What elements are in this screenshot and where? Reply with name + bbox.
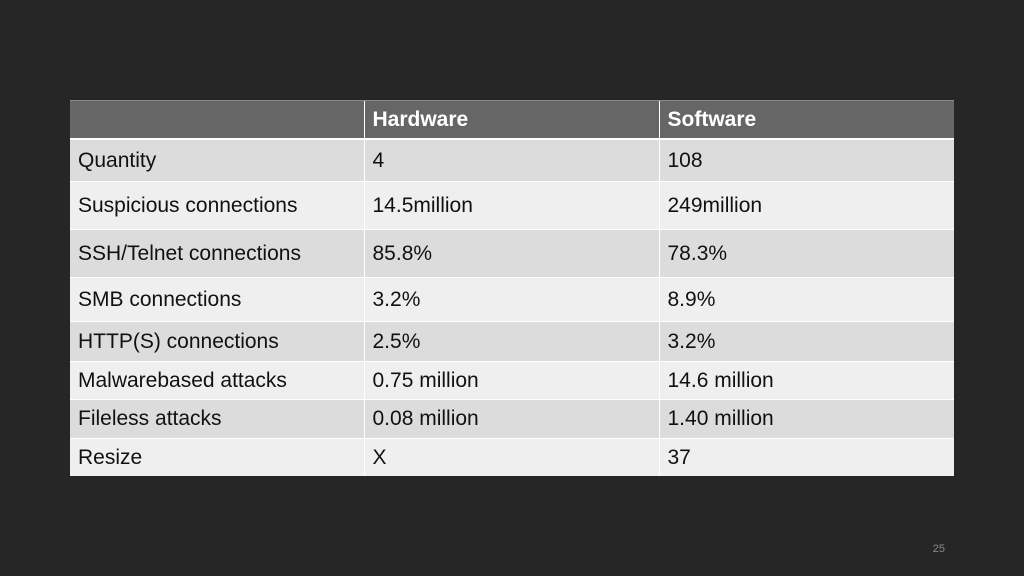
- hardware-value: 0.08 million: [363, 398, 659, 438]
- header-hardware: Hardware: [363, 100, 659, 140]
- software-value: 37: [658, 437, 954, 476]
- row-label: SSH/Telnet connections: [70, 228, 364, 277]
- slide-number: 25: [932, 543, 945, 555]
- row-label: Resize: [70, 437, 364, 476]
- software-value: 1.40 million: [658, 398, 954, 438]
- hardware-value: 4: [363, 138, 659, 181]
- table-row: HTTP(S) connections 2.5% 3.2%: [70, 320, 954, 361]
- table-row: SMB connections 3.2% 8.9%: [70, 276, 954, 321]
- table-row: SSH/Telnet connections 85.8% 78.3%: [70, 228, 954, 277]
- software-value: 249million: [658, 180, 954, 229]
- comparison-table: Hardware Software Quantity 4 108 Suspici…: [70, 100, 954, 476]
- software-value: 78.3%: [658, 228, 954, 277]
- hardware-value: 3.2%: [363, 276, 659, 321]
- row-label: Malwarebased attacks: [70, 360, 364, 399]
- row-label: HTTP(S) connections: [70, 320, 364, 361]
- header-software: Software: [658, 100, 954, 140]
- hardware-value: 85.8%: [363, 228, 659, 277]
- hardware-value: 14.5million: [363, 180, 659, 229]
- software-value: 8.9%: [658, 276, 954, 321]
- table-header-row: Hardware Software: [70, 100, 954, 140]
- table-row: Malwarebased attacks 0.75 million 14.6 m…: [70, 360, 954, 399]
- row-label: Fileless attacks: [70, 398, 364, 438]
- row-label: Suspicious connections: [70, 180, 364, 229]
- table-row: Fileless attacks 0.08 million 1.40 milli…: [70, 398, 954, 438]
- hardware-value: 2.5%: [363, 320, 659, 361]
- table-row: Resize X 37: [70, 437, 954, 476]
- software-value: 14.6 million: [658, 360, 954, 399]
- row-label: Quantity: [70, 138, 364, 181]
- hardware-value: X: [363, 437, 659, 476]
- software-value: 108: [658, 138, 954, 181]
- table-row: Suspicious connections 14.5million 249mi…: [70, 180, 954, 229]
- header-empty-cell: [70, 100, 364, 140]
- table-row: Quantity 4 108: [70, 138, 954, 181]
- hardware-value: 0.75 million: [363, 360, 659, 399]
- software-value: 3.2%: [658, 320, 954, 361]
- row-label: SMB connections: [70, 276, 364, 321]
